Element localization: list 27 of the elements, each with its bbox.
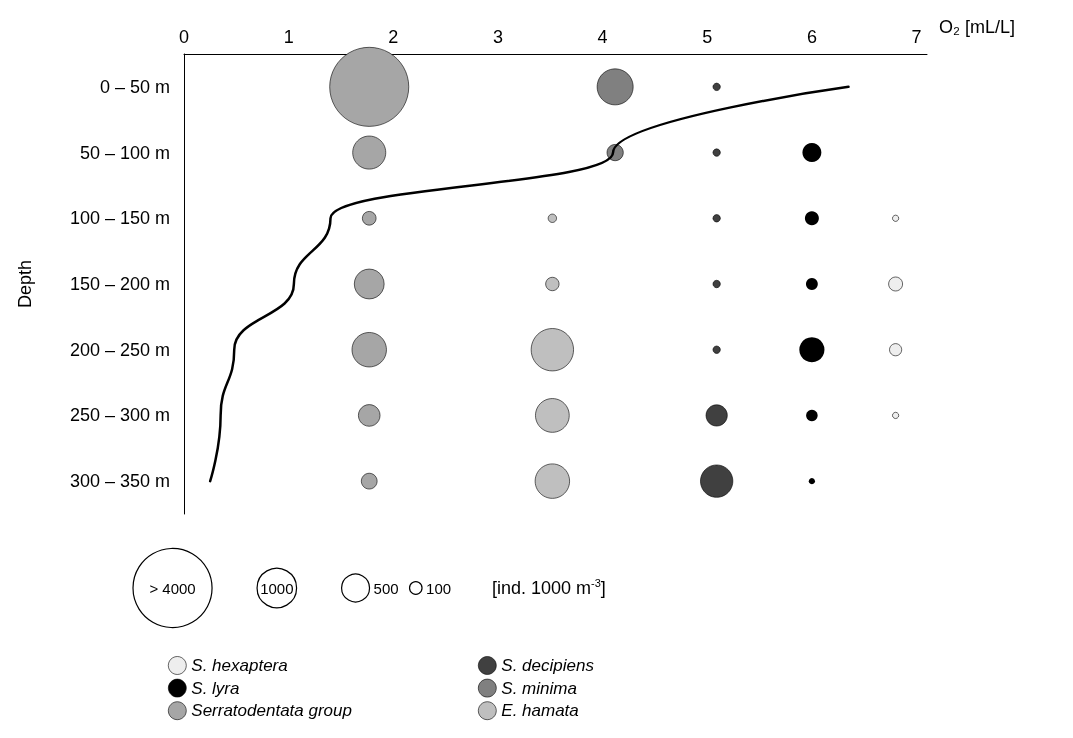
legend-label: E. hamata (501, 701, 579, 721)
x-tick-label: 0 (178, 27, 190, 47)
legend-label: S. minima (501, 678, 577, 698)
legend-label: S. decipiens (501, 656, 595, 675)
legend-label: S. hexaptera (191, 656, 288, 675)
y-tick-label: 200 – 250 m (69, 339, 170, 360)
y-tick-label: 50 – 100 m (79, 142, 170, 163)
x-tick-label: 5 (702, 27, 713, 47)
y-tick-label: 150 – 200 m (69, 274, 170, 294)
legend-label: 1000 (260, 579, 294, 597)
legend-label: > 4000 (149, 579, 196, 597)
y-tick-label: 0 – 50 m (99, 76, 170, 97)
x-tick-label: 6 (806, 27, 817, 47)
y-tick-label: 300 – 350 m (69, 471, 170, 492)
y-tick-label: 100 – 150 m (69, 208, 170, 229)
x-tick-label: 1 (283, 27, 294, 47)
legend-label: S. lyra (191, 678, 240, 698)
legend-label: Serratodentata group (191, 701, 352, 721)
legend-label: 500 (373, 579, 399, 597)
x-tick-label: 4 (597, 27, 608, 47)
y-tick-label: 250 – 300 m (69, 405, 170, 426)
x-tick-label: 3 (492, 27, 503, 47)
x-tick-label: 2 (388, 27, 399, 47)
y-axis-title: Depth (15, 259, 35, 309)
legend-label: 100 (426, 579, 452, 597)
x-axis-title: O₂ [mL/L] (939, 17, 1016, 37)
x-tick-label: 7 (911, 27, 922, 47)
